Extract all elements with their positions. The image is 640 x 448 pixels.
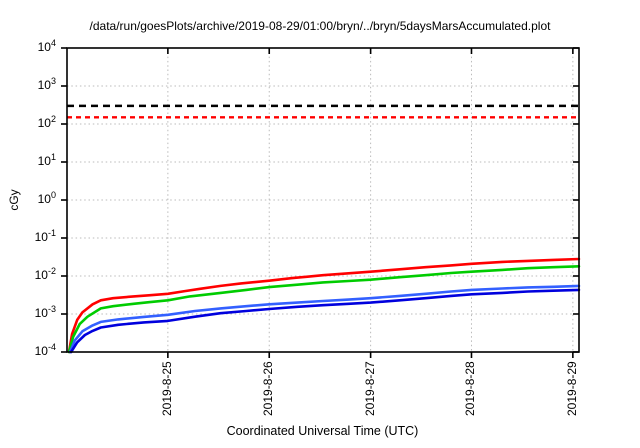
- plot-title: /data/run/goesPlots/archive/2019-08-29/0…: [89, 19, 551, 33]
- y-tick-label: 100: [37, 190, 56, 207]
- y-tick-label: 101: [37, 152, 56, 169]
- x-tick-label: 2019-8-27: [362, 361, 377, 416]
- x-axis-label: Coordinated Universal Time (UTC): [226, 424, 419, 438]
- y-tick-label: 10-2: [34, 266, 56, 283]
- y-tick-label: 102: [37, 114, 56, 131]
- x-tick-label: 2019-8-29: [564, 361, 579, 416]
- red-accumulated-dose-curve: [67, 257, 581, 354]
- y-tick-label: 10-4: [34, 342, 56, 359]
- light-blue-accumulated-dose-curve: [68, 284, 581, 354]
- green-accumulated-dose-curve: [67, 264, 581, 354]
- x-tick-label: 2019-8-28: [463, 361, 478, 416]
- y-tick-label: 10-3: [34, 304, 56, 321]
- x-tick-label: 2019-8-25: [159, 361, 174, 416]
- y-tick-label: 104: [37, 38, 56, 55]
- y-tick-label: 103: [37, 76, 56, 93]
- y-tick-label: 10-1: [34, 228, 56, 245]
- y-axis-label: cGy: [7, 189, 21, 211]
- x-tick-label: 2019-8-26: [261, 361, 276, 416]
- dark-blue-accumulated-dose-curve: [69, 288, 581, 354]
